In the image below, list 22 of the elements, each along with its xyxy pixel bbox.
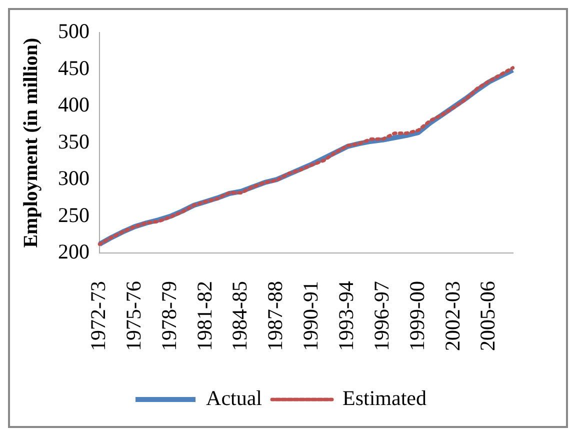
y-tick-label: 400 bbox=[58, 92, 90, 117]
x-tick-label: 1990-91 bbox=[298, 281, 323, 352]
legend-label: Estimated bbox=[342, 386, 427, 410]
x-tick-label: 1999-00 bbox=[404, 281, 429, 352]
x-tick-label: 1978-79 bbox=[156, 281, 181, 352]
y-tick-label: 350 bbox=[58, 129, 90, 154]
x-tick-label: 1987-88 bbox=[263, 281, 288, 352]
y-axis-title: Employment (in million) bbox=[20, 38, 42, 248]
x-tick-label: 2002-03 bbox=[440, 281, 464, 352]
x-tick-label: 1993-94 bbox=[334, 280, 358, 352]
x-tick-label: 1981-82 bbox=[192, 281, 216, 352]
y-tick-label: 250 bbox=[58, 202, 90, 227]
y-tick-label: 300 bbox=[58, 166, 90, 190]
x-tick-label: 1984-85 bbox=[228, 281, 252, 352]
legend-label: Actual bbox=[206, 386, 262, 410]
x-tick-label: 1975-76 bbox=[121, 281, 146, 352]
y-tick-label: 200 bbox=[58, 240, 90, 264]
y-tick-label: 500 bbox=[58, 19, 90, 44]
y-tick-label: 450 bbox=[58, 56, 90, 80]
x-tick-label: 1972-73 bbox=[86, 281, 110, 352]
x-tick-label: 1996-97 bbox=[369, 281, 394, 352]
x-tick-label: 2005-06 bbox=[476, 281, 500, 352]
